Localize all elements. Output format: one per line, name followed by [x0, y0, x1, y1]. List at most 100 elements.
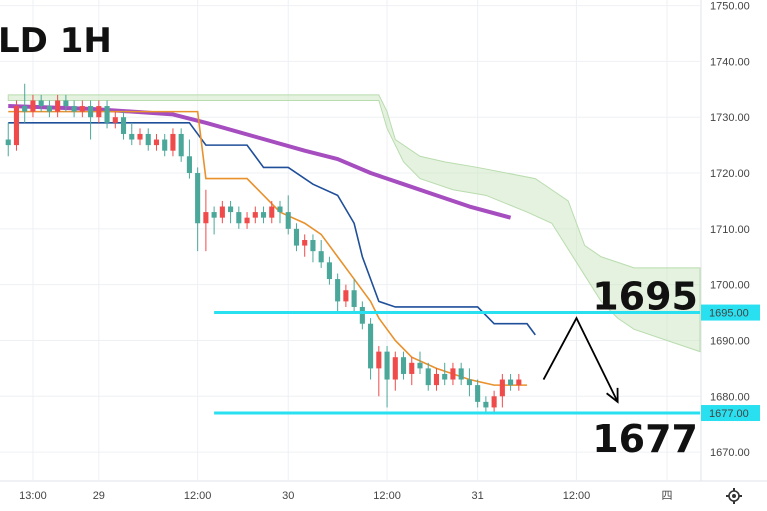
time-axis[interactable]: 13:00 29 12:00 30 12:00 31 12:00 四: [19, 490, 672, 502]
candle-body: [96, 106, 102, 118]
y-tick-label: 1690.00: [710, 335, 750, 347]
y-tick-label: 1670.00: [710, 447, 750, 459]
candle-body: [368, 323, 374, 369]
candle-body: [244, 217, 250, 224]
x-tick-label: 12:00: [373, 490, 401, 502]
candle-body: [88, 106, 94, 118]
candle-body: [112, 117, 118, 123]
candle-body: [252, 212, 258, 218]
candle-body: [145, 133, 151, 146]
candle-body: [203, 212, 209, 224]
x-tick-label: 30: [282, 490, 294, 502]
level-lines: 1695 1677: [214, 275, 700, 461]
candle-body: [442, 373, 448, 380]
candle-body: [516, 379, 522, 386]
projection-path: [542, 316, 619, 403]
candle-body: [376, 351, 382, 369]
price-tags: 1695.00 1677.00: [701, 304, 760, 422]
candle-body: [260, 212, 267, 218]
settings-gear-icon[interactable]: [726, 488, 742, 504]
chart-title: LD 1H: [0, 21, 112, 61]
candle-body: [137, 133, 143, 140]
candle-body: [466, 379, 472, 386]
candle-body: [120, 117, 127, 134]
candle-body: [491, 396, 497, 408]
candle-body: [22, 106, 28, 112]
cloud-area: [7, 94, 701, 353]
candle-body: [236, 212, 242, 224]
arrow-head: [606, 387, 619, 404]
level-price-tag-label: 1677.00: [709, 408, 749, 420]
candle-body: [425, 368, 431, 386]
candle-body: [483, 401, 489, 408]
candle-body: [129, 133, 135, 140]
candle-body: [351, 290, 357, 307]
candle-body: [195, 173, 201, 224]
y-tick-label: 1730.00: [710, 112, 750, 124]
candle-body: [153, 139, 160, 146]
candle-body: [450, 368, 456, 380]
conversion-line: [8, 110, 528, 386]
candle-body: [219, 206, 225, 218]
level-price-tag-label: 1695.00: [709, 308, 749, 320]
y-tick-label: 1740.00: [710, 56, 750, 68]
ichimoku-cloud: [7, 94, 701, 353]
candle-body: [38, 100, 44, 107]
candle-body: [326, 262, 332, 280]
candle-body: [63, 100, 69, 107]
level-annotation: 1677: [592, 417, 698, 461]
candle-body: [302, 240, 308, 246]
x-tick-label: 四: [662, 490, 673, 502]
candle-body: [5, 139, 11, 146]
y-tick-label: 1700.00: [710, 280, 750, 292]
candle-body: [285, 212, 291, 229]
candle-body: [475, 385, 481, 402]
candle-body: [508, 379, 514, 386]
level-annotation: 1695: [592, 275, 698, 319]
candle-body: [392, 357, 398, 380]
candle-body: [170, 133, 176, 151]
y-tick-label: 1750.00: [710, 1, 750, 13]
x-tick-label: 12:00: [563, 490, 591, 502]
candle-body: [384, 351, 390, 380]
indicator-lines: [8, 104, 536, 386]
candle-body: [400, 357, 407, 374]
projection-arrow: [542, 316, 619, 404]
candle-body: [269, 206, 275, 218]
moving-average-line: [8, 104, 512, 220]
candle-body: [178, 133, 184, 157]
level-price-tag: [701, 304, 760, 321]
level-price-tag: [701, 405, 760, 422]
x-tick-label: 29: [93, 490, 105, 502]
candle-body: [343, 290, 349, 302]
candle-body: [186, 156, 192, 174]
x-tick-label: 13:00: [19, 490, 47, 502]
candle-body: [30, 100, 36, 112]
candle-body: [71, 106, 77, 112]
candle-body: [46, 106, 52, 112]
x-tick-label: 12:00: [184, 490, 212, 502]
candle-body: [277, 206, 283, 213]
x-tick-label: 31: [472, 490, 484, 502]
candles: [5, 83, 522, 414]
candle-body: [499, 379, 505, 397]
candle-body: [335, 279, 341, 302]
y-tick-label: 1710.00: [710, 224, 750, 236]
candle-body: [417, 362, 423, 369]
y-tick-label: 1680.00: [710, 391, 750, 403]
candle-body: [293, 228, 300, 246]
candle-body: [162, 139, 168, 151]
candle-body: [318, 251, 324, 263]
candle-body: [433, 373, 440, 386]
candle-body: [79, 106, 85, 112]
y-tick-label: 1720.00: [710, 168, 750, 180]
candle-body: [359, 306, 365, 324]
candle-body: [409, 362, 415, 374]
price-axis[interactable]: 1750.00 1740.00 1730.00 1720.00 1710.00 1700.…: [710, 1, 750, 460]
candle-body: [211, 212, 217, 218]
candle-body: [55, 100, 61, 112]
candle-body: [13, 106, 20, 146]
candle-body: [104, 106, 110, 123]
candle-body: [310, 240, 316, 252]
